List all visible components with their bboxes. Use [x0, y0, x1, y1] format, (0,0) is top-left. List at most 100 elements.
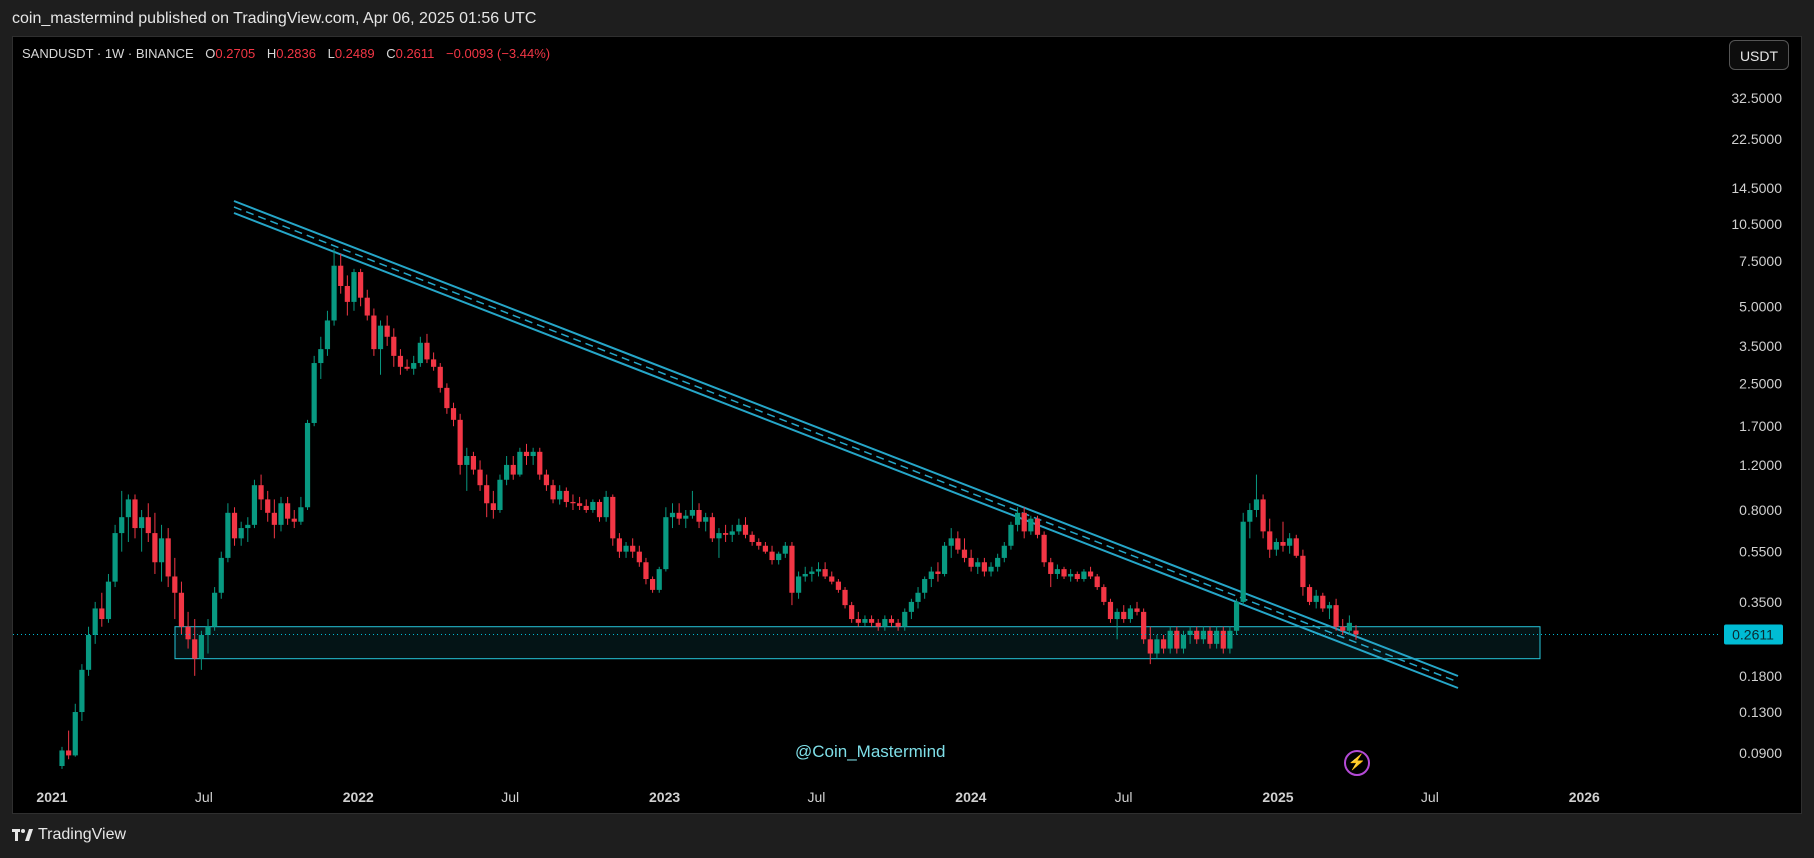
- candle-body: [271, 512, 277, 525]
- candle: [112, 524, 118, 588]
- candle: [941, 541, 948, 577]
- candle-body: [902, 611, 908, 627]
- candle: [212, 587, 218, 631]
- candle-body: [1021, 512, 1027, 532]
- y-axis[interactable]: 32.5000 22.5000 14.5000 10.5000 7.5000 5.0000…: [1731, 90, 1782, 761]
- candle-body: [185, 626, 191, 640]
- candle-body: [835, 581, 841, 590]
- candle: [656, 566, 662, 593]
- candles: [59, 248, 1359, 769]
- candle-body: [1160, 639, 1167, 649]
- chart-pane[interactable]: [12, 36, 1802, 814]
- candle: [258, 474, 264, 510]
- candle-body: [603, 496, 609, 518]
- candle: [278, 496, 284, 532]
- candle-body: [377, 325, 384, 350]
- candle-body: [656, 569, 662, 590]
- tradingview-logo[interactable]: TradingView: [12, 826, 126, 844]
- candle: [510, 456, 516, 480]
- high-label: H: [266, 46, 277, 61]
- candle-body: [795, 576, 802, 593]
- candle-body: [742, 524, 749, 535]
- candle: [663, 507, 669, 572]
- candle: [1014, 507, 1021, 532]
- candle: [271, 499, 277, 539]
- candle: [1160, 634, 1167, 654]
- candle-body: [776, 553, 782, 561]
- candle-body: [1200, 630, 1206, 640]
- candle-body: [1107, 601, 1114, 620]
- candle: [490, 490, 496, 519]
- candle-body: [1081, 571, 1087, 580]
- lightning-icon[interactable]: ⚡: [1344, 750, 1370, 776]
- candle: [762, 541, 769, 554]
- candle: [583, 499, 589, 513]
- candle-body: [112, 533, 118, 582]
- candle-body: [66, 750, 72, 756]
- x-tick-label: 2022: [343, 789, 374, 805]
- candle-body: [1008, 524, 1014, 546]
- candle-body: [251, 485, 258, 525]
- candle: [225, 503, 231, 563]
- candle-body: [1028, 518, 1034, 532]
- candle: [875, 619, 881, 631]
- x-tick-label: 2021: [36, 789, 67, 805]
- support-zone-rect: [174, 626, 1541, 660]
- candle-body: [895, 622, 901, 627]
- candle: [178, 581, 185, 635]
- candle-body: [882, 619, 888, 627]
- candle: [590, 499, 596, 513]
- y-tick-label: 0.8000: [1739, 502, 1782, 518]
- candle-body: [291, 518, 297, 522]
- candle: [523, 443, 530, 465]
- candle-body: [125, 499, 131, 518]
- candle: [424, 333, 430, 364]
- candle: [1220, 626, 1226, 654]
- candle-body: [198, 634, 204, 659]
- candle-body: [722, 533, 729, 535]
- candle-body: [1048, 562, 1054, 574]
- candle-body: [1087, 571, 1094, 577]
- candle-body: [278, 503, 284, 525]
- candle: [497, 474, 503, 513]
- candle-body: [1141, 611, 1147, 640]
- trendline-middle: [233, 206, 1459, 683]
- candle-body: [404, 366, 410, 369]
- candle-body: [1300, 555, 1306, 588]
- y-tick-label: 5.0000: [1739, 298, 1782, 314]
- candle-body: [1014, 512, 1021, 525]
- candle-body: [875, 622, 881, 627]
- x-axis[interactable]: 2021 Jul 2022 Jul 2023 Jul 2024 Jul 2025 Jul 2026: [36, 789, 1600, 805]
- candle-body: [908, 601, 914, 612]
- candle: [351, 268, 357, 311]
- candle: [616, 533, 623, 558]
- candle: [1167, 626, 1173, 654]
- candle-body: [424, 342, 430, 360]
- support-zone[interactable]: [174, 626, 1541, 660]
- candle: [457, 413, 463, 475]
- candle: [245, 517, 251, 542]
- candle: [231, 507, 238, 546]
- candle: [391, 328, 397, 367]
- candle: [703, 512, 709, 532]
- candle-body: [1313, 595, 1319, 602]
- candle-body: [178, 592, 185, 627]
- candle: [643, 557, 649, 585]
- trendline-channel[interactable]: [233, 200, 1459, 689]
- candle: [1034, 515, 1041, 539]
- candle: [649, 576, 656, 593]
- candle-body: [941, 545, 948, 574]
- close-value: 0.2611: [395, 46, 435, 61]
- candle: [988, 562, 994, 577]
- candle-body: [490, 503, 496, 510]
- last-price-tag: [1724, 624, 1783, 645]
- candle-body: [543, 474, 550, 486]
- candle-body: [988, 566, 994, 572]
- candle: [66, 730, 72, 760]
- candle: [789, 541, 795, 606]
- candle-body: [1287, 538, 1293, 546]
- candle-body: [225, 512, 231, 558]
- candle-body: [85, 634, 92, 670]
- currency-button[interactable]: USDT: [1729, 40, 1789, 70]
